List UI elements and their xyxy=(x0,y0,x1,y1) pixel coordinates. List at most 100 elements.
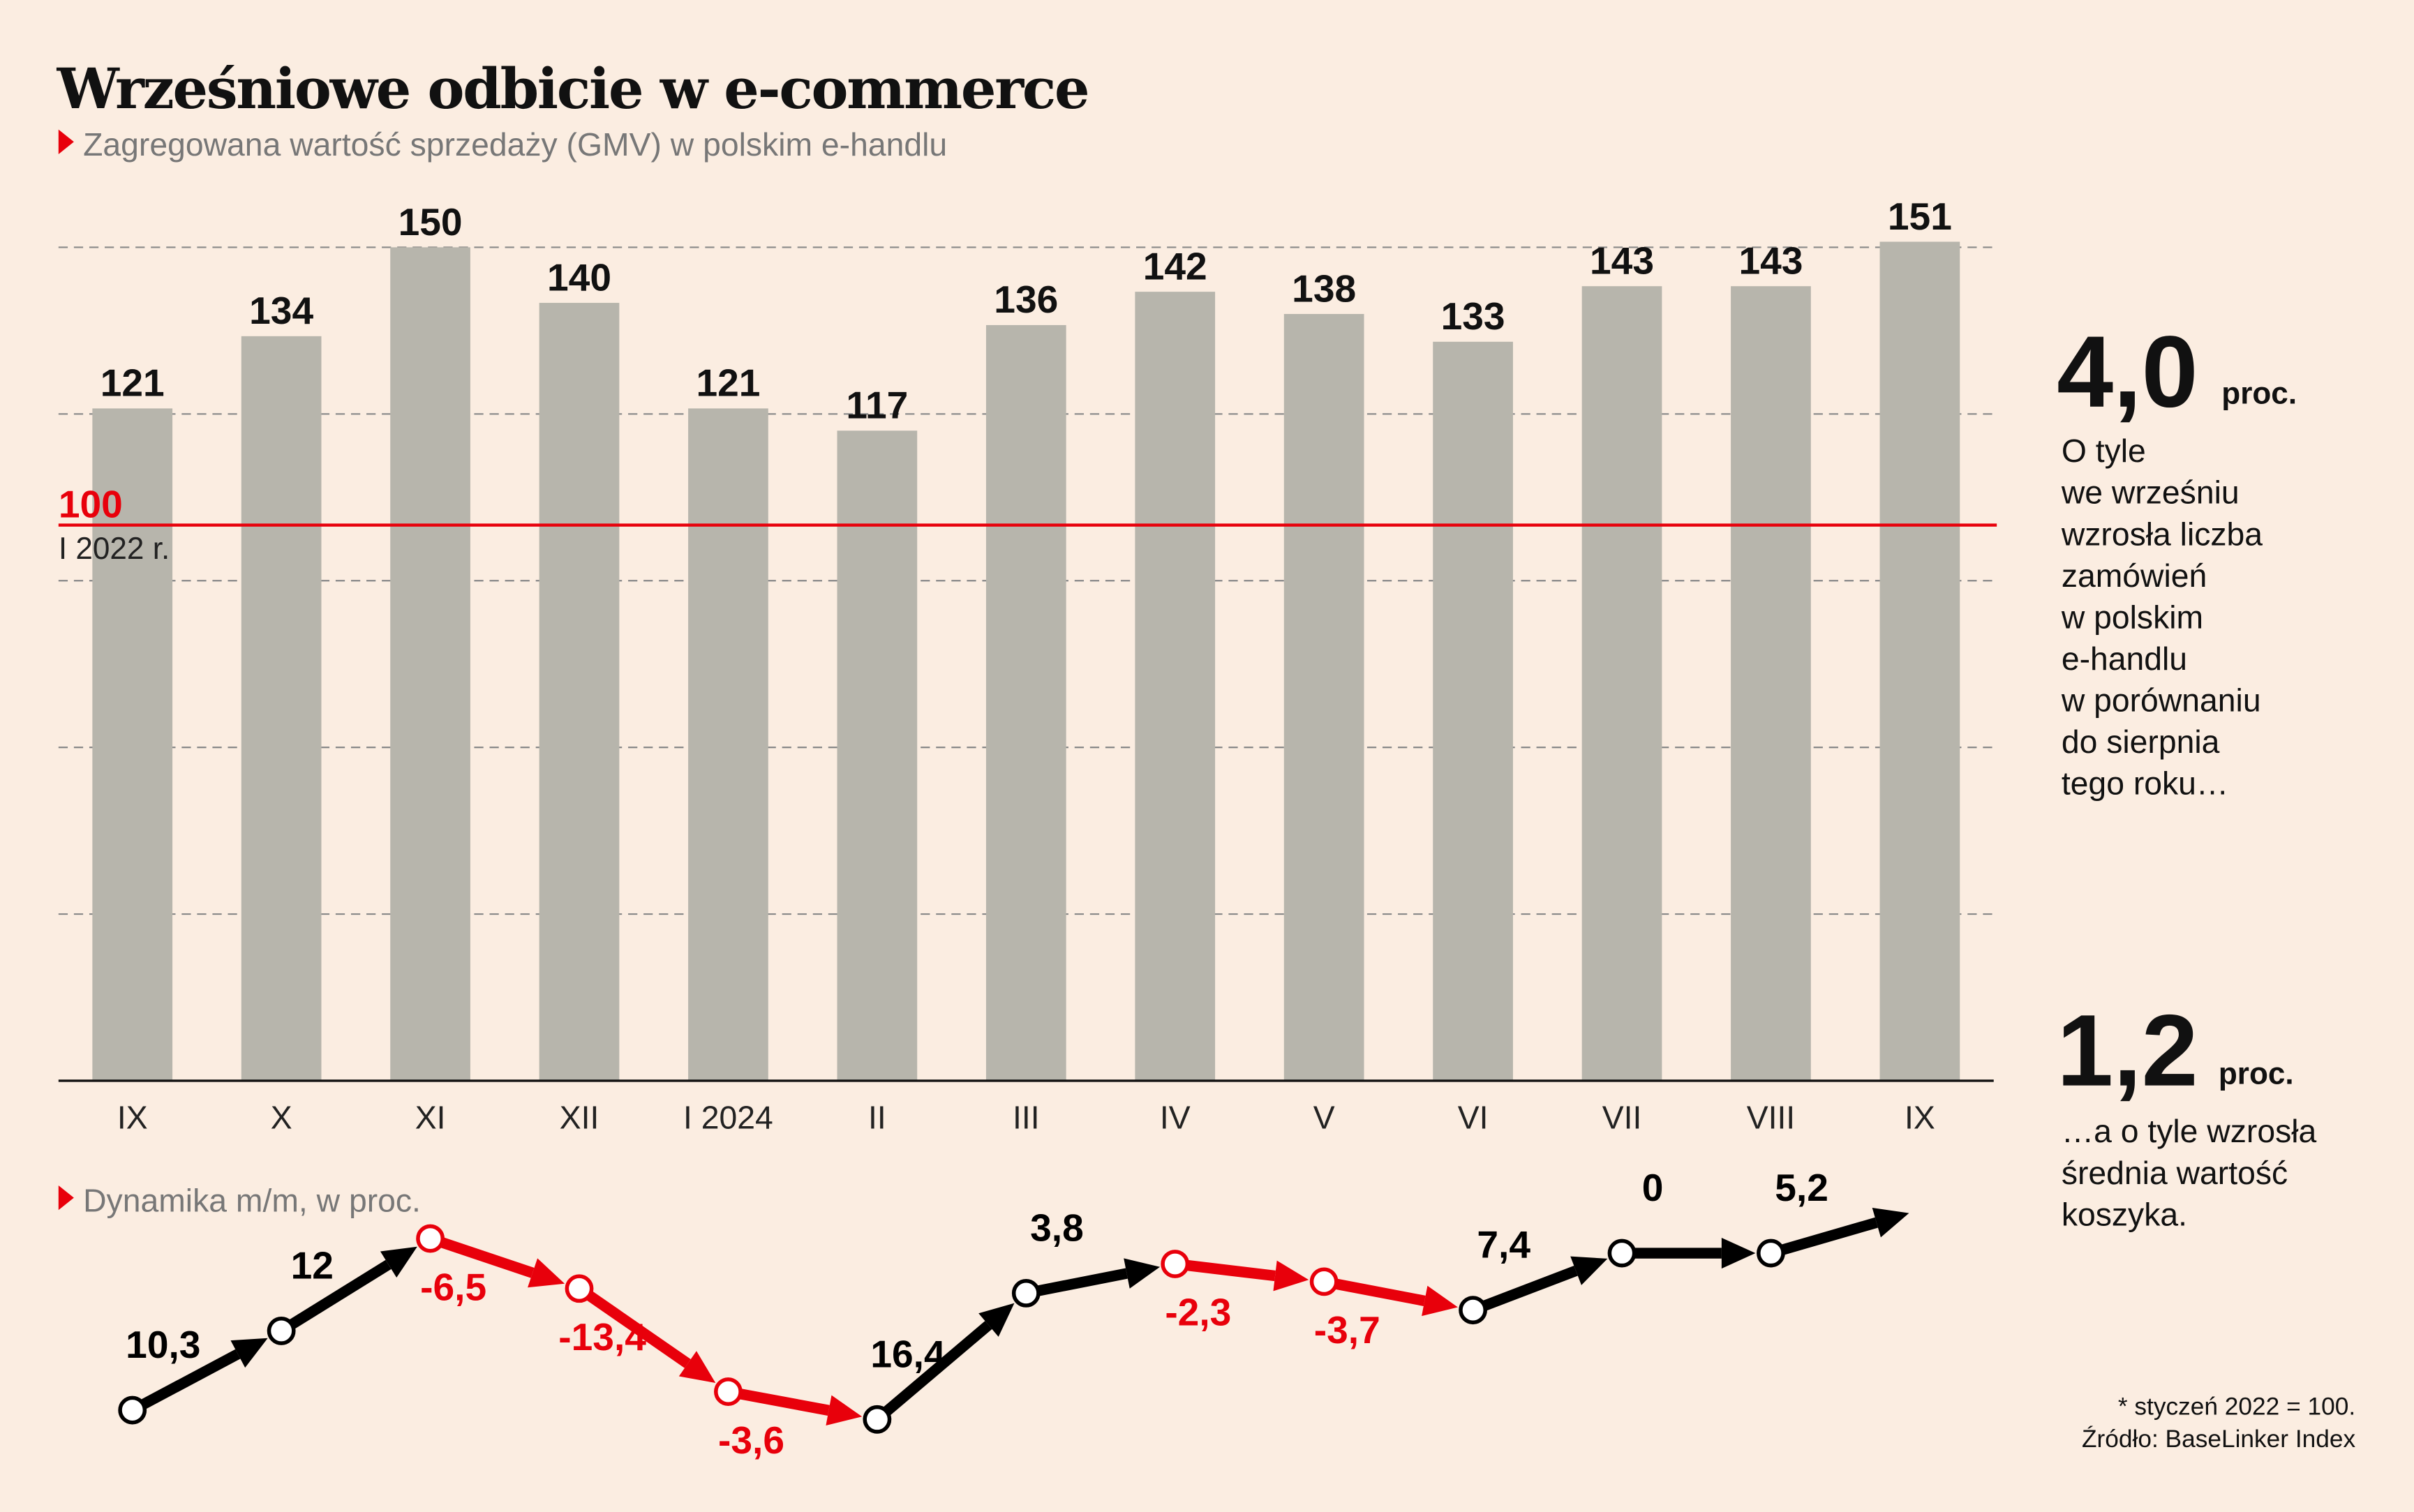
x-tick-label: I 2024 xyxy=(683,1099,773,1135)
dynamics-label: -2,3 xyxy=(1165,1291,1231,1334)
data-point xyxy=(118,1395,147,1425)
dynamics-label: 0 xyxy=(1642,1166,1664,1209)
bar xyxy=(688,408,768,1081)
data-point xyxy=(565,1274,594,1303)
segment xyxy=(1025,1268,1128,1298)
arrowhead-icon xyxy=(230,1338,268,1368)
bar-value-label: 143 xyxy=(1590,239,1654,283)
x-tick-label: V xyxy=(1313,1099,1335,1135)
bar xyxy=(837,431,918,1081)
line-chart-title: Dynamika m/m, w proc. xyxy=(83,1182,421,1218)
segment xyxy=(278,1259,392,1336)
bar-value-label: 138 xyxy=(1292,267,1356,310)
stat-description-line: tego roku… xyxy=(2062,765,2228,802)
stat-description-line: wzrosła liczba xyxy=(2061,516,2263,552)
stat-description-line: w polskim xyxy=(2061,599,2203,635)
segment xyxy=(130,1349,241,1415)
segment xyxy=(1174,1258,1276,1282)
bar-value-label: 142 xyxy=(1143,244,1207,287)
bar xyxy=(1731,286,1811,1081)
bar-value-label: 133 xyxy=(1441,294,1505,338)
x-tick-label: IX xyxy=(117,1099,148,1135)
bar xyxy=(390,247,470,1081)
segment xyxy=(1470,1266,1578,1315)
stat-description-line: w porównaniu xyxy=(2061,682,2261,719)
footnote: * styczeń 2022 = 100. xyxy=(2118,1393,2355,1421)
x-tick-label: II xyxy=(868,1099,886,1135)
segment xyxy=(429,1233,535,1278)
bullet-triangle-icon xyxy=(58,1185,74,1211)
x-tick-labels: IX X XI XII I 2024 II III IV V VI VII VIII IX xyxy=(117,1099,1935,1135)
dynamics-label: -13,4 xyxy=(558,1315,646,1358)
dynamics-label: -6,5 xyxy=(420,1265,486,1308)
data-point xyxy=(1459,1296,1487,1325)
dynamics-label: 16,4 xyxy=(870,1332,946,1375)
chart-subtitle: Zagregowana wartość sprzedaży (GMV) w po… xyxy=(83,126,947,163)
arrowhead-icon xyxy=(1872,1207,1909,1238)
reference-sublabel: I 2022 r. xyxy=(59,532,170,566)
x-tick-label: IX xyxy=(1905,1099,1935,1135)
arrowhead-icon xyxy=(1422,1285,1458,1317)
chart-title: Wrześniowe odbicie w e-commerce xyxy=(57,56,1089,121)
dynamics-line: 10,3 12 -6,5 -13,4 -3,6 16,4 3,8 -2,3 -3,7 7,4 0 5,… xyxy=(118,1166,1909,1462)
data-point xyxy=(1757,1238,1785,1268)
bar xyxy=(1283,313,1364,1081)
bar xyxy=(1433,341,1513,1081)
segment xyxy=(1769,1217,1878,1259)
dynamics-label: 5,2 xyxy=(1775,1166,1828,1209)
data-point xyxy=(863,1405,892,1434)
x-tick-label: VII xyxy=(1602,1099,1642,1135)
data-point xyxy=(1011,1278,1041,1308)
bar-value-label: 136 xyxy=(994,278,1058,321)
x-tick-label: XI xyxy=(415,1099,446,1135)
bars xyxy=(92,241,1960,1081)
dynamics-label: -3,6 xyxy=(718,1419,784,1462)
x-tick-label: X xyxy=(271,1099,292,1135)
segment xyxy=(727,1386,830,1416)
bar-value-label: 150 xyxy=(398,200,463,244)
stat-description-line: do sierpnia xyxy=(2062,724,2220,760)
data-point xyxy=(1161,1250,1190,1278)
stat-description-line: e-handlu xyxy=(2062,641,2187,677)
bar-value-label: 143 xyxy=(1738,239,1803,283)
dynamics-label: -3,7 xyxy=(1314,1308,1380,1352)
arrowhead-icon xyxy=(1273,1260,1309,1292)
dynamics-label: 3,8 xyxy=(1030,1206,1084,1249)
stat-value: 1,2 xyxy=(2057,994,2198,1107)
arrowhead-icon xyxy=(1570,1256,1608,1285)
stat-description-line: …a o tyle wzrosła xyxy=(2062,1113,2317,1149)
x-tick-label: IV xyxy=(1160,1099,1191,1135)
arrowhead-icon xyxy=(678,1351,716,1384)
stat-unit: proc. xyxy=(2219,1056,2294,1091)
stat-description-line: we wrześniu xyxy=(2061,474,2240,511)
data-point xyxy=(714,1377,743,1406)
stat-description-line: średnia wartość xyxy=(2062,1155,2288,1191)
arrowhead-icon xyxy=(380,1246,417,1278)
stat-value: 4,0 xyxy=(2057,315,2198,428)
arrowhead-icon xyxy=(1721,1237,1756,1269)
x-tick-label: III xyxy=(1013,1099,1040,1135)
data-point xyxy=(1607,1238,1637,1268)
bar-value-label: 151 xyxy=(1888,195,1952,238)
dynamics-label: 12 xyxy=(291,1243,334,1287)
bar xyxy=(92,408,173,1081)
arrowhead-icon xyxy=(1124,1258,1161,1289)
bar xyxy=(241,336,322,1081)
stat-basket: 1,2 proc. …a o tyle wzrosła średnia warto… xyxy=(2057,994,2316,1233)
stat-unit: proc. xyxy=(2221,376,2297,410)
bar xyxy=(539,303,620,1081)
bar-value-labels: 121 134 150 140 121 117 136 142 138 133 143 143 151 xyxy=(100,195,1952,427)
dynamics-label: 10,3 xyxy=(126,1323,200,1366)
bullet-triangle-icon xyxy=(58,129,74,154)
bar-value-label: 140 xyxy=(547,255,611,299)
bar xyxy=(1879,241,1960,1081)
bar-value-label: 121 xyxy=(100,361,165,405)
source: Źródło: BaseLinker Index xyxy=(2082,1425,2356,1453)
arrowhead-icon xyxy=(978,1303,1015,1337)
segment xyxy=(873,1321,992,1424)
stat-orders: 4,0 proc. O tyle we wrześniu wzrosła liczb… xyxy=(2057,315,2297,802)
segment xyxy=(1323,1276,1426,1306)
reference-label: 100 xyxy=(59,483,123,526)
dynamics-label: 7,4 xyxy=(1477,1223,1530,1266)
